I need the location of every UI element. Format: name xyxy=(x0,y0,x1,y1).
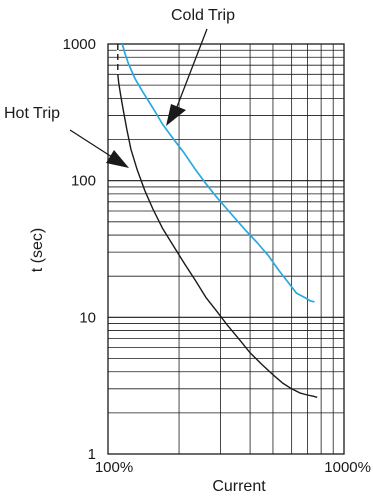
plot-area-border xyxy=(107,43,345,455)
series-line-cold-trip xyxy=(121,43,315,303)
y-tick-label: 100 xyxy=(71,173,96,190)
grid-lines xyxy=(108,44,344,454)
y-tick-label: 10 xyxy=(79,309,96,326)
x-tick-label: 100% xyxy=(95,459,133,476)
annotation-hot-trip-arrow-line xyxy=(69,129,113,158)
y-tick-label: 1 xyxy=(88,446,96,463)
y-axis-label: t (sec) xyxy=(29,228,46,272)
series-line-hot-trip xyxy=(117,44,318,398)
annotation-cold-trip: Cold Trip xyxy=(166,7,235,126)
series-layer xyxy=(116,43,318,398)
annotation-cold-trip-arrowhead xyxy=(166,104,186,126)
annotation-hot-trip: Hot Trip xyxy=(4,105,129,168)
annotation-cold-trip-arrow-line xyxy=(174,28,208,113)
y-tick-label: 1000 xyxy=(63,36,96,53)
annotation-hot-trip-arrowhead xyxy=(106,150,129,168)
x-tick-label: 1000% xyxy=(324,459,371,476)
annotation-cold-trip-label: Cold Trip xyxy=(171,7,235,24)
annotation-hot-trip-label: Hot Trip xyxy=(4,105,60,122)
x-axis-label: Current xyxy=(212,478,266,495)
